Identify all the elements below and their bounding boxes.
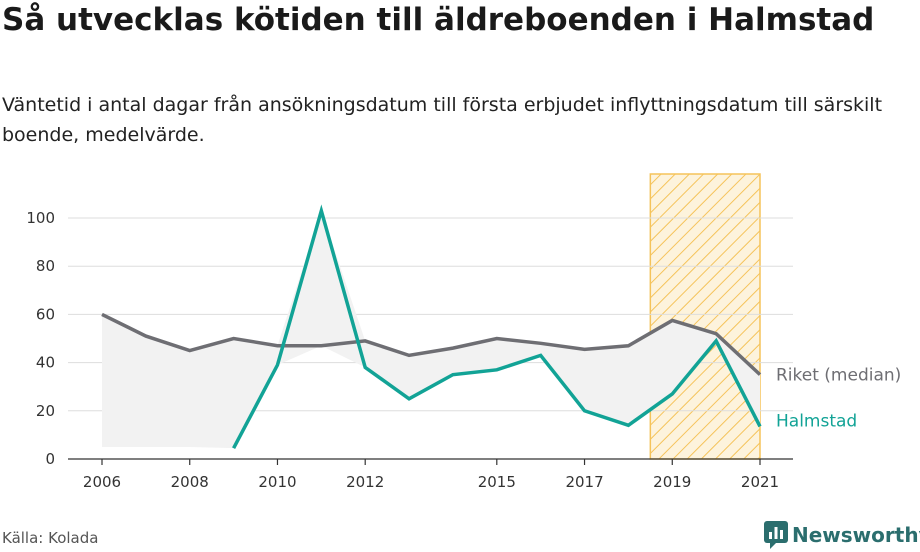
y-tick-label: 60 bbox=[36, 305, 55, 323]
newsworthy-icon bbox=[764, 521, 788, 549]
x-tick-label: 2021 bbox=[741, 473, 779, 491]
chart-subtitle: Väntetid i antal dagar från ansökningsda… bbox=[2, 94, 883, 146]
y-tick-label: 80 bbox=[36, 257, 55, 275]
difference-area bbox=[102, 210, 760, 449]
source-note: Källa: Kolada bbox=[2, 529, 99, 547]
halmstad-line bbox=[232, 204, 762, 449]
x-tick-label: 2015 bbox=[478, 473, 516, 491]
y-tick-label: 0 bbox=[45, 450, 55, 468]
chart-title: Så utvecklas kötiden till äldreboenden i… bbox=[2, 2, 875, 38]
series-label-halmstad: Halmstad bbox=[776, 411, 857, 431]
x-tick-label: 2008 bbox=[171, 473, 209, 491]
x-tick-label: 2019 bbox=[653, 473, 691, 491]
x-tick-label: 2006 bbox=[83, 473, 121, 491]
x-tick-label: 2017 bbox=[565, 473, 603, 491]
highlight-band bbox=[649, 173, 761, 460]
x-tick-label: 2012 bbox=[346, 473, 384, 491]
y-tick-label: 20 bbox=[36, 402, 55, 420]
brand-logo: Newsworthy bbox=[764, 520, 920, 550]
y-tick-label: 100 bbox=[26, 209, 55, 227]
series-label-riket: Riket (median) bbox=[776, 366, 901, 386]
y-tick-label: 40 bbox=[36, 354, 55, 372]
x-tick-label: 2010 bbox=[258, 473, 296, 491]
brand-name: Newsworthy bbox=[792, 523, 920, 547]
riket-line bbox=[101, 312, 762, 376]
